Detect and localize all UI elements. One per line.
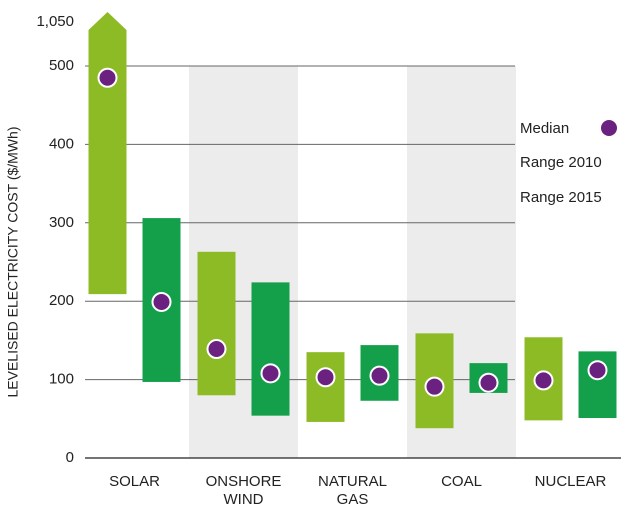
median-dot: [587, 360, 608, 381]
median-dot: [97, 67, 118, 88]
y-tick-label: 0: [66, 449, 74, 466]
legend-label: Range 2015: [520, 189, 602, 206]
y-tick-label: 100: [49, 371, 74, 388]
x-tick-label: NATURAL GAS: [318, 473, 387, 508]
range-bar: [251, 282, 290, 416]
legend-label: Median: [520, 120, 569, 137]
y-tick-label: 300: [49, 214, 74, 231]
y-axis-label: LEVELISED ELECTRICITY COST ($/MWh): [5, 127, 21, 398]
y-tick-label: 1,050: [36, 13, 74, 30]
y-tick-label: 500: [49, 57, 74, 74]
range-bar: [197, 251, 236, 396]
range-bar: [88, 12, 127, 295]
y-tick-label: 400: [49, 135, 74, 152]
median-dot: [424, 376, 445, 397]
median-dot: [260, 363, 281, 384]
x-tick-label: COAL: [441, 473, 482, 490]
y-tick-label: 200: [49, 292, 74, 309]
median-dot: [151, 291, 172, 312]
x-tick-label: NUCLEAR: [534, 473, 607, 490]
x-tick-label: SOLAR: [109, 473, 160, 490]
x-tick-label: ONSHORE WIND: [205, 473, 282, 508]
median-dot: [533, 370, 554, 391]
median-dot: [369, 365, 390, 386]
median-dot: [478, 372, 499, 393]
median-dot: [206, 339, 227, 360]
legend-dot: [601, 120, 617, 136]
legend-label: Range 2010: [520, 154, 602, 171]
median-dot: [315, 367, 336, 388]
